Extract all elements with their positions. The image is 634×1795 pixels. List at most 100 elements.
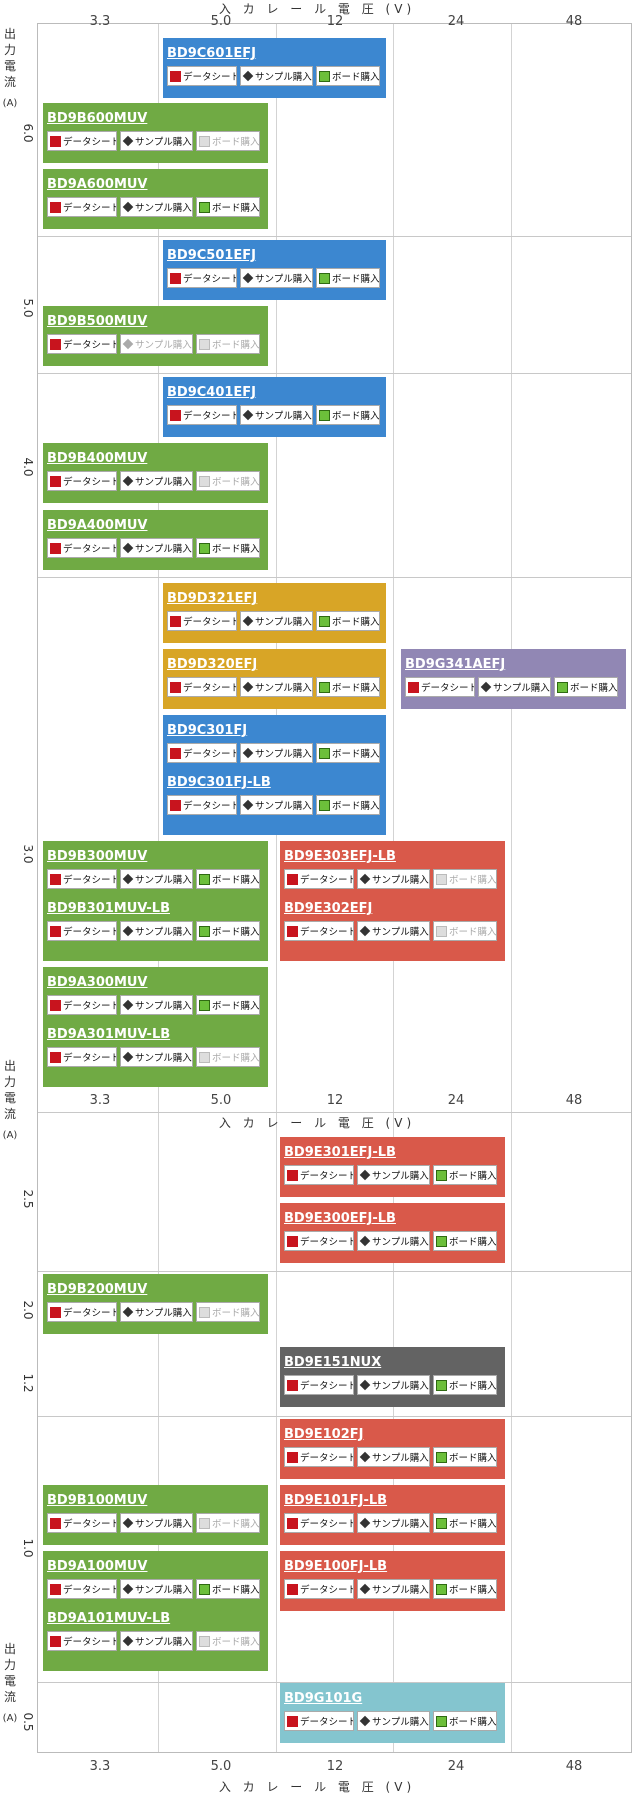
product-link-bd9c501efj[interactable]: BD9C501EFJ xyxy=(167,248,257,263)
product-link-bd9e301efj-lb[interactable]: BD9E301EFJ-LB xyxy=(284,1145,396,1160)
datasheet-button[interactable]: データシート xyxy=(47,921,117,941)
datasheet-button[interactable]: データシート xyxy=(284,1165,354,1185)
product-link-bd9a600muv[interactable]: BD9A600MUV xyxy=(47,177,148,192)
board-purchase-button[interactable]: ボード購入 xyxy=(196,921,260,941)
sample-purchase-button[interactable]: サンプル購入 xyxy=(120,1047,193,1067)
sample-purchase-button[interactable]: サンプル購入 xyxy=(357,1165,430,1185)
sample-purchase-button[interactable]: サンプル購入 xyxy=(240,268,313,288)
datasheet-button[interactable]: データシート xyxy=(47,1579,117,1599)
datasheet-button[interactable]: データシート xyxy=(47,197,117,217)
board-purchase-button[interactable]: ボード購入 xyxy=(433,1579,497,1599)
board-purchase-button[interactable]: ボード購入 xyxy=(433,1513,497,1533)
sample-purchase-button[interactable]: サンプル購入 xyxy=(357,1375,430,1395)
board-purchase-button[interactable]: ボード購入 xyxy=(433,1711,497,1731)
sample-purchase-button[interactable]: サンプル購入 xyxy=(357,1447,430,1467)
sample-purchase-button[interactable]: サンプル購入 xyxy=(357,1711,430,1731)
product-link-bd9b301muv-lb[interactable]: BD9B301MUV-LB xyxy=(47,901,170,916)
sample-purchase-button[interactable]: サンプル購入 xyxy=(240,743,313,763)
sample-purchase-button[interactable]: サンプル購入 xyxy=(120,538,193,558)
sample-purchase-button[interactable]: サンプル購入 xyxy=(120,131,193,151)
sample-purchase-button[interactable]: サンプル購入 xyxy=(120,1302,193,1322)
sample-purchase-button[interactable]: サンプル購入 xyxy=(120,869,193,889)
sample-purchase-button[interactable]: サンプル購入 xyxy=(357,1579,430,1599)
product-link-bd9b500muv[interactable]: BD9B500MUV xyxy=(47,314,148,329)
product-link-bd9e102fj[interactable]: BD9E102FJ xyxy=(284,1427,364,1442)
sample-purchase-button[interactable]: サンプル購入 xyxy=(120,471,193,491)
datasheet-button[interactable]: データシート xyxy=(167,268,237,288)
product-link-bd9g101g[interactable]: BD9G101G xyxy=(284,1691,363,1706)
board-purchase-button[interactable]: ボード購入 xyxy=(316,743,380,763)
datasheet-button[interactable]: データシート xyxy=(47,995,117,1015)
product-link-bd9c401efj[interactable]: BD9C401EFJ xyxy=(167,385,257,400)
datasheet-button[interactable]: データシート xyxy=(284,1447,354,1467)
product-link-bd9g341aefj[interactable]: BD9G341AEFJ xyxy=(405,657,506,672)
datasheet-button[interactable]: データシート xyxy=(284,1231,354,1251)
product-link-bd9a400muv[interactable]: BD9A400MUV xyxy=(47,518,148,533)
product-link-bd9e151nux[interactable]: BD9E151NUX xyxy=(284,1355,382,1370)
sample-purchase-button[interactable]: サンプル購入 xyxy=(478,677,551,697)
sample-purchase-button[interactable]: サンプル購入 xyxy=(357,869,430,889)
sample-purchase-button[interactable]: サンプル購入 xyxy=(240,677,313,697)
product-link-bd9b300muv[interactable]: BD9B300MUV xyxy=(47,849,148,864)
sample-purchase-button[interactable]: サンプル購入 xyxy=(120,197,193,217)
board-purchase-button[interactable]: ボード購入 xyxy=(433,1375,497,1395)
product-link-bd9a101muv-lb[interactable]: BD9A101MUV-LB xyxy=(47,1611,171,1626)
product-link-bd9a301muv-lb[interactable]: BD9A301MUV-LB xyxy=(47,1027,171,1042)
sample-purchase-button[interactable]: サンプル購入 xyxy=(240,795,313,815)
product-link-bd9e100fj-lb[interactable]: BD9E100FJ-LB xyxy=(284,1559,388,1574)
datasheet-button[interactable]: データシート xyxy=(47,1047,117,1067)
datasheet-button[interactable]: データシート xyxy=(47,131,117,151)
board-purchase-button[interactable]: ボード購入 xyxy=(316,405,380,425)
datasheet-button[interactable]: データシート xyxy=(167,405,237,425)
sample-purchase-button[interactable]: サンプル購入 xyxy=(120,1579,193,1599)
sample-purchase-button[interactable]: サンプル購入 xyxy=(357,1513,430,1533)
product-link-bd9b200muv[interactable]: BD9B200MUV xyxy=(47,1282,148,1297)
board-purchase-button[interactable]: ボード購入 xyxy=(433,1231,497,1251)
product-link-bd9e302efj[interactable]: BD9E302EFJ xyxy=(284,901,373,916)
datasheet-button[interactable]: データシート xyxy=(167,611,237,631)
board-purchase-button[interactable]: ボード購入 xyxy=(196,197,260,217)
board-purchase-button[interactable]: ボード購入 xyxy=(196,1579,260,1599)
board-purchase-button[interactable]: ボード購入 xyxy=(433,1447,497,1467)
sample-purchase-button[interactable]: サンプル購入 xyxy=(357,1231,430,1251)
datasheet-button[interactable]: データシート xyxy=(284,1711,354,1731)
datasheet-button[interactable]: データシート xyxy=(47,1631,117,1651)
board-purchase-button[interactable]: ボード購入 xyxy=(316,66,380,86)
sample-purchase-button[interactable]: サンプル購入 xyxy=(240,66,313,86)
product-link-bd9e303efj-lb[interactable]: BD9E303EFJ-LB xyxy=(284,849,396,864)
product-link-bd9d321efj[interactable]: BD9D321EFJ xyxy=(167,591,258,606)
datasheet-button[interactable]: データシート xyxy=(167,677,237,697)
board-purchase-button[interactable]: ボード購入 xyxy=(316,677,380,697)
product-link-bd9e101fj-lb[interactable]: BD9E101FJ-LB xyxy=(284,1493,388,1508)
board-purchase-button[interactable]: ボード購入 xyxy=(433,1165,497,1185)
board-purchase-button[interactable]: ボード購入 xyxy=(316,795,380,815)
board-purchase-button[interactable]: ボード購入 xyxy=(196,538,260,558)
datasheet-button[interactable]: データシート xyxy=(47,1302,117,1322)
sample-purchase-button[interactable]: サンプル購入 xyxy=(120,995,193,1015)
board-purchase-button[interactable]: ボード購入 xyxy=(316,611,380,631)
datasheet-button[interactable]: データシート xyxy=(47,334,117,354)
sample-purchase-button[interactable]: サンプル購入 xyxy=(357,921,430,941)
product-link-bd9c601efj[interactable]: BD9C601EFJ xyxy=(167,46,257,61)
product-link-bd9b400muv[interactable]: BD9B400MUV xyxy=(47,451,148,466)
board-purchase-button[interactable]: ボード購入 xyxy=(554,677,618,697)
sample-purchase-button[interactable]: サンプル購入 xyxy=(240,405,313,425)
product-link-bd9a100muv[interactable]: BD9A100MUV xyxy=(47,1559,148,1574)
product-link-bd9b100muv[interactable]: BD9B100MUV xyxy=(47,1493,148,1508)
product-link-bd9c301fj-lb[interactable]: BD9C301FJ-LB xyxy=(167,775,271,790)
product-link-bd9c301fj[interactable]: BD9C301FJ xyxy=(167,723,248,738)
datasheet-button[interactable]: データシート xyxy=(284,1513,354,1533)
datasheet-button[interactable]: データシート xyxy=(405,677,475,697)
product-link-bd9a300muv[interactable]: BD9A300MUV xyxy=(47,975,148,990)
product-link-bd9d320efj[interactable]: BD9D320EFJ xyxy=(167,657,258,672)
board-purchase-button[interactable]: ボード購入 xyxy=(316,268,380,288)
datasheet-button[interactable]: データシート xyxy=(47,538,117,558)
board-purchase-button[interactable]: ボード購入 xyxy=(196,995,260,1015)
datasheet-button[interactable]: データシート xyxy=(167,743,237,763)
datasheet-button[interactable]: データシート xyxy=(47,869,117,889)
sample-purchase-button[interactable]: サンプル購入 xyxy=(120,921,193,941)
datasheet-button[interactable]: データシート xyxy=(284,1579,354,1599)
datasheet-button[interactable]: データシート xyxy=(47,471,117,491)
datasheet-button[interactable]: データシート xyxy=(284,921,354,941)
product-link-bd9b600muv[interactable]: BD9B600MUV xyxy=(47,111,148,126)
